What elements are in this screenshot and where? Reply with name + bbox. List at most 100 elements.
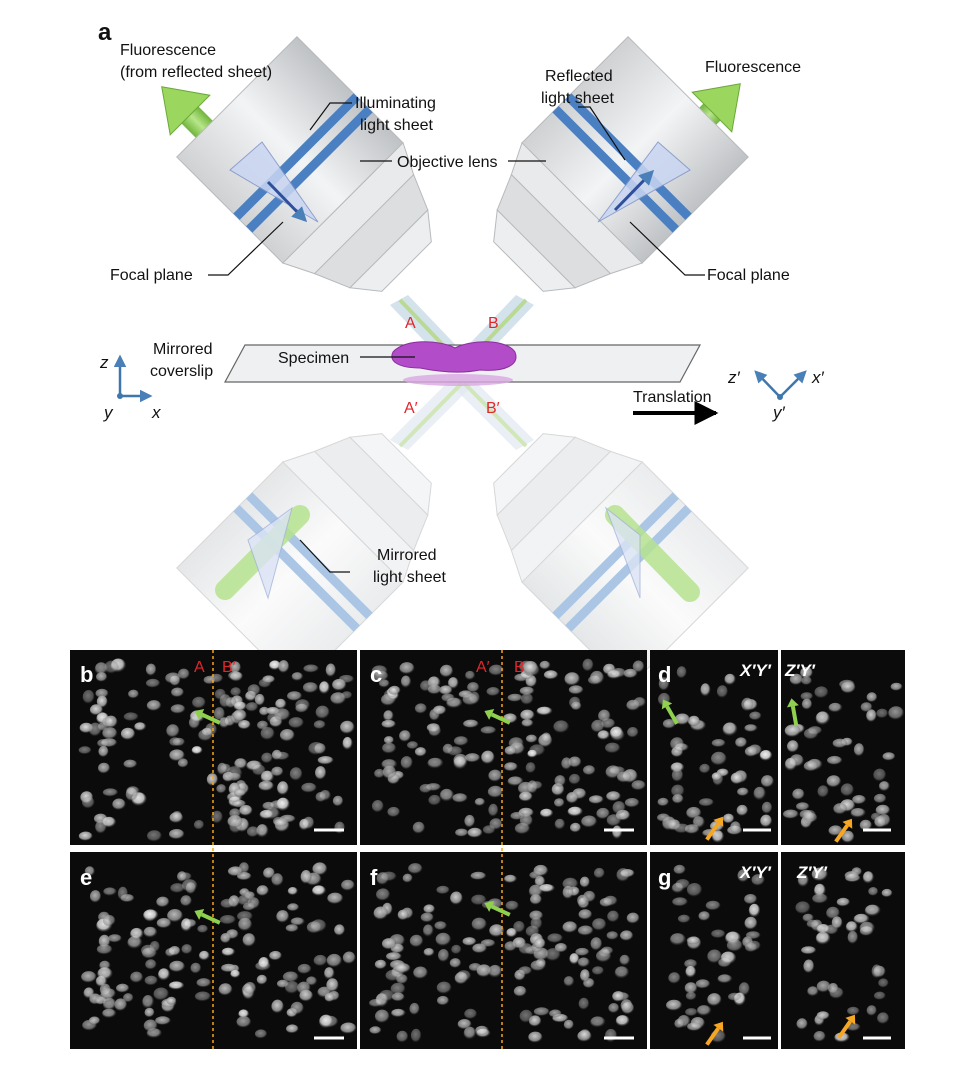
nucleus	[383, 710, 394, 722]
nucleus	[741, 697, 754, 712]
nucleus	[387, 806, 401, 818]
nucleus	[89, 704, 103, 716]
label-mirrored-coverslip-sub: coverslip	[150, 363, 213, 380]
nucleus	[376, 872, 389, 886]
nucleus	[243, 982, 257, 995]
nucleus	[433, 705, 447, 716]
nucleus	[720, 951, 737, 965]
mirrored-sheet-icon	[247, 506, 293, 600]
nucleus	[845, 921, 858, 933]
nucleus	[228, 671, 243, 681]
panel-letter-a: a	[98, 19, 112, 46]
nucleus	[261, 752, 273, 764]
nucleus	[388, 685, 401, 696]
nucleus	[488, 769, 503, 782]
nucleus	[96, 672, 108, 682]
nucleus	[504, 745, 517, 756]
nucleus	[274, 708, 291, 721]
axis-y-label: y	[103, 403, 114, 422]
nucleus	[302, 682, 319, 694]
nucleus	[313, 720, 326, 730]
nucleus	[145, 663, 157, 676]
nucleus	[803, 810, 817, 821]
nucleus	[308, 742, 325, 756]
nucleus	[275, 751, 290, 761]
nucleus	[441, 693, 455, 703]
nucleus	[381, 719, 396, 729]
nucleus	[807, 986, 819, 997]
nucleus	[475, 1025, 489, 1036]
nucleus	[285, 924, 299, 933]
nucleus	[103, 915, 116, 927]
nucleus	[730, 772, 744, 785]
nucleus	[716, 685, 728, 699]
panel-letter-b: b	[80, 662, 93, 687]
nucleus	[873, 991, 886, 1000]
nucleus	[533, 864, 549, 877]
nucleus	[827, 755, 843, 765]
nucleus	[170, 883, 185, 894]
nucleus	[658, 677, 670, 691]
nucleus	[169, 749, 185, 762]
nucleus	[685, 1008, 698, 1017]
nucleus	[98, 745, 109, 758]
nucleus	[606, 814, 622, 827]
nucleus	[436, 981, 452, 994]
nucleus	[422, 924, 434, 937]
nucleus	[116, 983, 130, 993]
nucleus	[269, 950, 282, 961]
axis-z-prime-label: z′	[727, 368, 741, 387]
nucleus	[117, 886, 128, 901]
nucleus	[276, 797, 290, 812]
nucleus	[397, 909, 409, 921]
nucleus	[840, 783, 854, 797]
nucleus	[813, 1031, 826, 1042]
nucleus	[480, 726, 497, 735]
nucleus	[590, 1016, 606, 1028]
nucleus	[428, 794, 442, 806]
nucleus	[860, 702, 873, 713]
nucleus	[600, 946, 614, 955]
nucleus	[876, 708, 888, 719]
nucleus	[539, 660, 551, 670]
nucleus	[247, 684, 261, 697]
nucleus	[166, 724, 180, 738]
beam-label-b: B	[488, 315, 499, 332]
nucleus	[797, 874, 809, 888]
nucleus	[562, 921, 578, 933]
nucleus	[841, 681, 856, 694]
nucleus	[130, 927, 144, 941]
nucleus	[686, 936, 700, 945]
nucleus	[242, 933, 256, 947]
nucleus	[711, 751, 727, 766]
nucleus	[561, 757, 572, 770]
nucleus	[419, 783, 432, 794]
nucleus	[221, 963, 237, 973]
nucleus	[878, 978, 889, 988]
nucleus	[801, 698, 813, 710]
nucleus	[698, 911, 711, 921]
nucleus	[801, 676, 812, 686]
nucleus	[216, 784, 227, 794]
nucleus	[568, 685, 584, 695]
nucleus	[315, 705, 330, 720]
nucleus	[609, 726, 624, 740]
nucleus	[598, 709, 611, 723]
nucleus	[787, 740, 799, 753]
nucleus	[435, 932, 451, 947]
nucleus	[505, 900, 519, 911]
nucleus	[451, 944, 462, 955]
nucleus	[394, 963, 411, 974]
nucleus	[759, 750, 773, 761]
nucleus	[233, 788, 246, 797]
nucleus	[784, 724, 801, 738]
nucleus	[374, 768, 385, 779]
nucleus	[588, 795, 604, 804]
nucleus	[390, 982, 406, 996]
nucleus	[528, 1031, 543, 1043]
nucleus	[796, 802, 810, 811]
panel-letter-c: c	[370, 662, 382, 687]
nucleus	[342, 736, 353, 751]
nucleus	[553, 720, 569, 734]
nucleus	[324, 992, 335, 1003]
